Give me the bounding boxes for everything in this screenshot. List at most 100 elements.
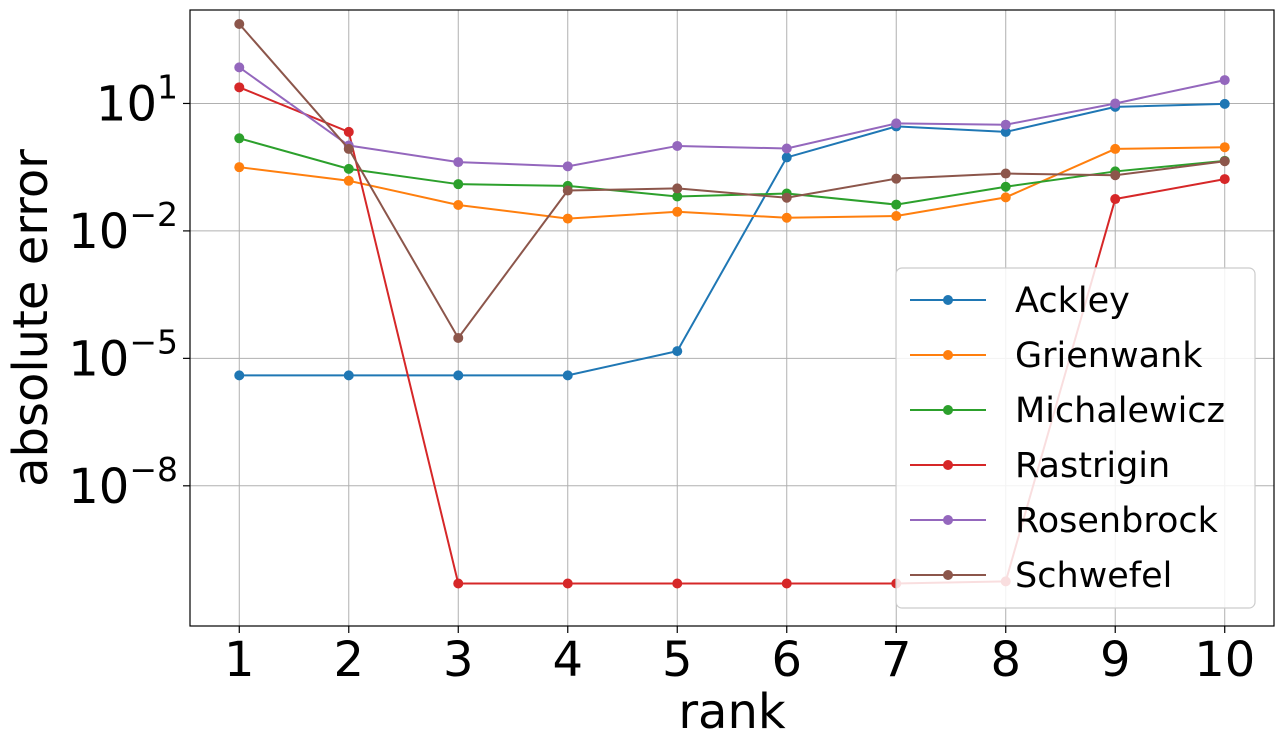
legend-marker	[943, 515, 953, 525]
data-point	[343, 163, 354, 174]
series-line	[238, 23, 1225, 340]
data-point	[234, 62, 245, 73]
data-point	[1219, 156, 1230, 167]
legend: Ackley Grienwank Michalewicz Rastrigin Rosen…	[895, 267, 1256, 609]
y-tick-label: 10−8	[68, 450, 178, 515]
data-point	[453, 199, 464, 210]
x-tick-label: 5	[662, 632, 693, 688]
data-point	[1000, 126, 1011, 137]
series-line	[238, 66, 1225, 168]
legend-entry-michalewicz: Michalewicz	[910, 391, 1225, 431]
data-point	[672, 140, 683, 151]
data-point	[891, 118, 902, 129]
x-axis-ticks: 1 2 3 4 5 6 7 8 9 10	[224, 626, 1255, 688]
data-point	[453, 179, 464, 190]
y-axis-ticks: 101 10−2 10−5 10−8	[68, 67, 190, 515]
data-point	[234, 133, 245, 144]
data-point	[891, 211, 902, 222]
data-point	[343, 126, 354, 137]
x-tick-label: 6	[771, 632, 802, 688]
data-point	[1219, 98, 1230, 109]
data-point	[562, 161, 573, 172]
data-point	[562, 578, 573, 589]
series-grienwank	[234, 142, 1230, 224]
y-tick-label: 10−5	[68, 322, 178, 387]
series-rosenbrock	[234, 62, 1230, 172]
data-point	[1000, 192, 1011, 203]
data-point	[343, 175, 354, 186]
data-point	[234, 162, 245, 173]
data-point	[562, 185, 573, 196]
legend-entry-rastrigin: Rastrigin	[910, 446, 1170, 486]
data-point	[562, 213, 573, 224]
data-point	[234, 370, 245, 381]
legend-entry-rosenbrock: Rosenbrock	[910, 501, 1219, 541]
data-point	[453, 370, 464, 381]
legend-label: Rastrigin	[1015, 446, 1170, 486]
legend-marker	[943, 405, 953, 415]
data-point	[1110, 194, 1121, 205]
legend-entry-schwefel: Schwefel	[910, 556, 1172, 596]
data-point	[891, 173, 902, 184]
data-point	[781, 212, 792, 223]
data-point	[672, 206, 683, 217]
legend-entry-grienwank: Grienwank	[910, 336, 1203, 376]
data-point	[234, 19, 245, 30]
x-tick-label: 3	[443, 632, 474, 688]
data-point	[1219, 75, 1230, 86]
data-point	[672, 183, 683, 194]
data-point	[781, 143, 792, 154]
series-line	[239, 146, 1225, 220]
legend-label: Grienwank	[1015, 336, 1203, 376]
data-point	[453, 332, 464, 343]
x-tick-label: 10	[1194, 632, 1255, 688]
series-line	[239, 102, 1225, 377]
legend-marker	[943, 460, 953, 470]
data-point	[1000, 181, 1011, 192]
data-point	[1219, 174, 1230, 185]
legend-frame	[895, 267, 1256, 609]
x-tick-label: 4	[552, 632, 583, 688]
legend-marker	[943, 570, 953, 580]
data-point	[453, 578, 464, 589]
x-tick-label: 7	[881, 632, 912, 688]
x-tick-label: 2	[333, 632, 364, 688]
x-axis-label: rank	[678, 684, 786, 740]
series-schwefel	[234, 19, 1230, 343]
legend-entry-ackley: Ackley	[910, 281, 1130, 321]
legend-label: Schwefel	[1015, 556, 1172, 596]
data-point	[1000, 119, 1011, 130]
plot-area-frame	[189, 9, 1275, 627]
data-point	[234, 82, 245, 93]
data-point	[672, 346, 683, 357]
series-line	[239, 137, 1225, 206]
x-tick-label: 1	[224, 632, 255, 688]
data-point	[781, 578, 792, 589]
data-point	[781, 152, 792, 163]
data-point	[1110, 98, 1121, 109]
data-point	[1219, 142, 1230, 153]
data-point	[1110, 143, 1121, 154]
data-point	[1110, 170, 1121, 181]
x-tick-label: 8	[990, 632, 1021, 688]
data-point	[562, 370, 573, 381]
data-point	[343, 370, 354, 381]
legend-label: Ackley	[1015, 281, 1130, 321]
data-point	[1000, 168, 1011, 179]
legend-label: Rosenbrock	[1015, 501, 1219, 541]
legend-marker	[943, 295, 953, 305]
series-michalewicz	[234, 133, 1230, 210]
y-tick-label: 10−2	[68, 195, 178, 260]
data-point	[891, 199, 902, 210]
data-point	[453, 157, 464, 168]
data-point	[343, 143, 354, 154]
data-point	[781, 192, 792, 203]
y-tick-label: 101	[96, 67, 178, 132]
data-point	[672, 191, 683, 202]
x-tick-label: 9	[1100, 632, 1131, 688]
legend-marker	[943, 350, 953, 360]
legend-label: Michalewicz	[1015, 391, 1225, 431]
data-point	[672, 578, 683, 589]
series-layer	[234, 19, 1230, 589]
